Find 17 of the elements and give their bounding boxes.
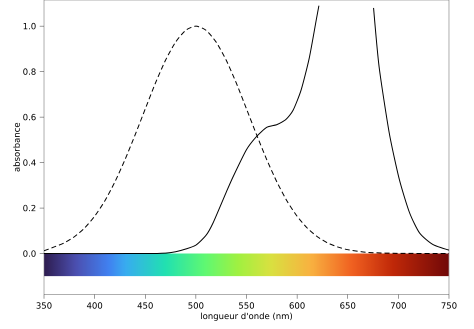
y-tick-label: 0.0 bbox=[23, 250, 36, 257]
x-tick-label: 750 bbox=[442, 302, 457, 309]
x-tick-label: 600 bbox=[290, 302, 305, 309]
x-tick-label: 350 bbox=[36, 302, 52, 309]
y-axis-title: absorbance bbox=[13, 122, 20, 172]
x-tick-label: 400 bbox=[86, 302, 102, 309]
y-tick-label: 0.4 bbox=[23, 159, 36, 166]
x-axis-title: longueur d'onde (nm) bbox=[201, 312, 292, 321]
y-tick-label: 0.8 bbox=[23, 68, 36, 75]
x-tick-label: 450 bbox=[138, 302, 153, 309]
y-tick-label: 0.6 bbox=[23, 114, 36, 120]
x-tick-label: 700 bbox=[390, 302, 406, 309]
y-tick-label: 1.0 bbox=[24, 22, 36, 30]
x-tick-label: 500 bbox=[188, 302, 204, 309]
x-tick-label: 650 bbox=[340, 302, 356, 309]
y-tick-label: 0.2 bbox=[23, 204, 36, 212]
x-tick-label: 550 bbox=[239, 302, 254, 309]
